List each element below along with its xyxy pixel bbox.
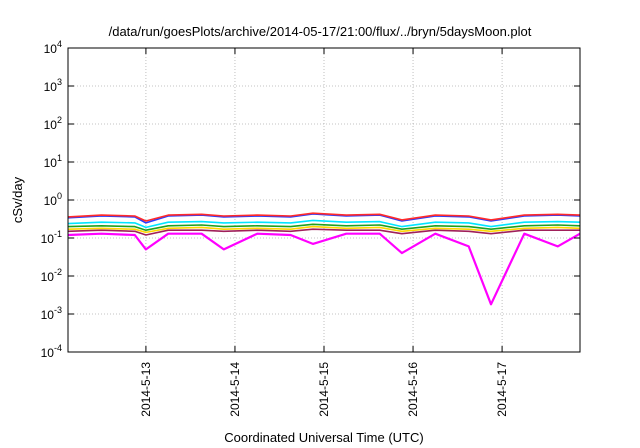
y-tick-label: 100 (44, 191, 62, 208)
x-tick-label: 2014-5-13 (139, 362, 153, 417)
series-line (67, 232, 581, 306)
y-axis-label: cSv/day (10, 176, 25, 223)
y-ticks: 10-4 10-3 10-2 10-1 100 101 102 103 104 (41, 39, 580, 360)
x-tick-label: 2014-5-17 (495, 362, 509, 417)
y-tick-label: 10-2 (41, 267, 62, 284)
series-line (67, 212, 581, 222)
series-line (67, 219, 581, 229)
series-line (67, 225, 581, 234)
series-line (67, 223, 581, 231)
y-tick-label: 10-1 (41, 229, 62, 246)
series-line (67, 228, 580, 236)
y-tick-label: 10-3 (41, 305, 62, 322)
x-tick-label: 2014-5-16 (406, 362, 420, 417)
chart-title: /data/run/goesPlots/archive/2014-05-17/2… (109, 24, 532, 39)
x-tick-label: 2014-5-15 (317, 362, 331, 417)
y-tick-label: 104 (44, 39, 62, 56)
x-axis-label: Coordinated Universal Time (UTC) (224, 430, 423, 445)
x-tick-label: 2014-5-14 (228, 362, 242, 417)
y-tick-label: 101 (44, 153, 62, 170)
x-ticks: 2014-5-13 2014-5-14 2014-5-15 2014-5-16 2014… (139, 48, 509, 417)
plot-series (67, 212, 581, 306)
y-tick-label: 10-4 (41, 343, 62, 360)
y-tick-label: 103 (44, 77, 62, 94)
grid (68, 48, 580, 352)
y-tick-label: 102 (44, 115, 62, 132)
